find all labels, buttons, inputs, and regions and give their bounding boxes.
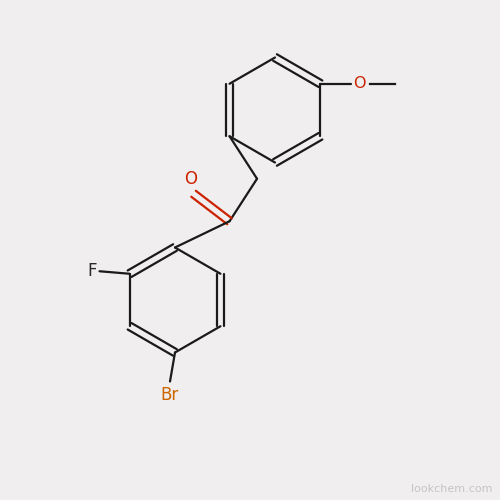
Text: Br: Br — [161, 386, 179, 404]
Text: O: O — [353, 76, 366, 92]
Text: F: F — [88, 262, 97, 280]
Text: lookchem.com: lookchem.com — [411, 484, 492, 494]
Text: O: O — [184, 170, 198, 188]
